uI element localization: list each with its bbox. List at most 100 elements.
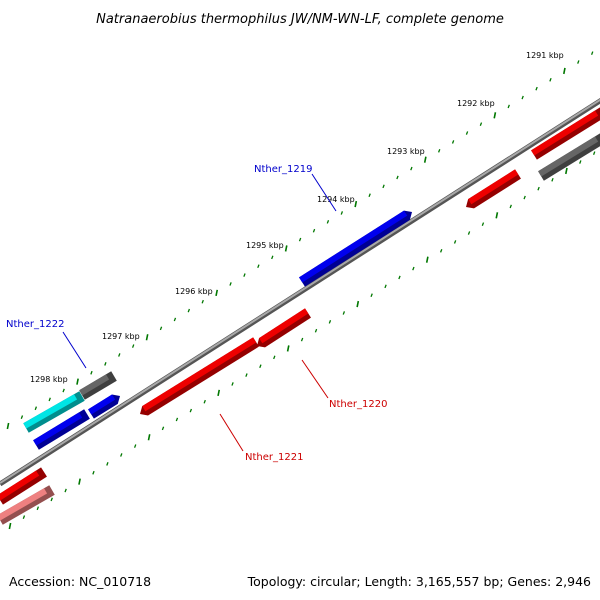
tick-mark <box>342 311 346 315</box>
tick-mark <box>326 220 330 224</box>
tick-mark <box>382 184 385 189</box>
tick-mark <box>203 399 206 404</box>
tick-mark <box>425 256 429 263</box>
gene-face <box>0 470 40 501</box>
tick-mark <box>90 370 93 375</box>
tick-mark <box>370 293 373 298</box>
gene-face <box>142 337 257 412</box>
tick-mark <box>20 415 24 419</box>
inner-tick-row <box>8 151 596 530</box>
tick-mark <box>22 515 26 519</box>
gene-face <box>88 394 116 415</box>
tick-mark <box>340 211 344 215</box>
gene-face <box>79 374 110 396</box>
tick-mark <box>284 245 288 252</box>
tick-mark <box>479 122 483 127</box>
tick-label: 1297 kbp <box>102 332 140 341</box>
tick-mark <box>328 320 332 324</box>
tick-mark <box>201 299 204 304</box>
gene-feature-blue-small <box>88 394 120 419</box>
tick-labels: 1291 kbp 1292 kbp 1293 kbp 1294 kbp 1295… <box>30 51 564 384</box>
tick-mark <box>384 284 387 289</box>
tick-mark <box>159 326 163 331</box>
tick-mark <box>147 434 151 441</box>
tick-label: 1291 kbp <box>526 51 564 60</box>
tick-mark <box>396 175 399 180</box>
gene-feature-pink-left <box>0 485 55 525</box>
gene-label-nther-1221[interactable]: Nther_1221 <box>245 452 303 463</box>
gene-label-nther-1222[interactable]: Nther_1222 <box>6 319 64 330</box>
tick-mark <box>562 67 566 75</box>
tick-mark <box>145 334 149 341</box>
gene-label-nther-1219[interactable]: Nther_1219 <box>254 164 312 175</box>
tick-mark <box>590 51 594 55</box>
tick-mark <box>537 186 540 191</box>
tick-mark <box>465 131 469 135</box>
tick-mark <box>189 408 193 413</box>
gene-face <box>23 394 78 429</box>
gene-1222-leader <box>62 331 87 369</box>
gene-feature-nther-1219 <box>299 210 413 287</box>
gene-face <box>0 488 48 521</box>
tick-mark <box>120 453 123 457</box>
tick-mark <box>314 328 318 333</box>
tick-mark <box>439 248 443 253</box>
gene-label-nther-1220[interactable]: Nther_1220 <box>329 399 387 410</box>
tick-mark <box>564 167 568 175</box>
tick-mark <box>437 148 441 153</box>
tick-mark <box>271 255 274 260</box>
tick-mark <box>356 300 360 308</box>
tick-mark <box>106 462 109 466</box>
tick-mark <box>521 95 524 100</box>
tick-mark <box>161 426 165 431</box>
tick-mark <box>217 389 221 397</box>
gene-face <box>538 136 599 177</box>
tick-mark <box>286 345 290 352</box>
tick-label: 1292 kbp <box>457 99 495 108</box>
accession-label: Accession: NC_010718 <box>9 574 152 589</box>
tick-mark <box>507 104 510 109</box>
tick-mark <box>173 317 177 322</box>
gene-face <box>299 210 408 283</box>
map-title: Natranaerobius thermophilus JW/NM-WN-LF,… <box>96 12 504 27</box>
tick-mark <box>579 160 582 164</box>
tick-mark <box>592 151 596 155</box>
tick-mark <box>34 406 38 411</box>
gene-feature-grey <box>79 371 117 400</box>
tick-mark <box>245 373 248 377</box>
gene-1221-leader <box>219 413 244 452</box>
tick-mark <box>118 353 121 357</box>
tick-mark <box>259 364 262 369</box>
gene-feature-nther-1220 <box>257 308 311 348</box>
gene-feature-nther-1221 <box>140 337 259 416</box>
gene-face <box>531 110 599 156</box>
tick-mark <box>92 470 95 475</box>
tick-mark <box>215 289 219 297</box>
gene-face <box>259 308 309 344</box>
tick-mark <box>481 222 485 227</box>
tick-mark <box>175 417 179 422</box>
outer-tick-row <box>6 51 594 430</box>
tick-mark <box>64 488 67 493</box>
tick-label: 1295 kbp <box>246 241 284 250</box>
tick-mark <box>273 355 276 360</box>
tick-mark <box>467 231 471 235</box>
tick-mark <box>368 193 371 198</box>
tick-mark <box>312 228 316 233</box>
gene-feature-cyan <box>23 391 85 433</box>
tick-mark <box>6 422 10 430</box>
tick-mark <box>187 308 191 313</box>
tick-mark <box>495 212 499 219</box>
gene-features <box>0 107 600 525</box>
tick-mark <box>78 478 81 485</box>
tick-mark <box>229 282 232 286</box>
gene-feature-red-left <box>0 467 47 505</box>
tick-mark <box>410 166 413 171</box>
tick-mark <box>300 337 304 342</box>
tick-mark <box>453 240 457 244</box>
gene-feature-grey-right <box>538 133 600 181</box>
genome-backbone-highlight <box>0 98 600 484</box>
gene-feature-red <box>531 107 600 160</box>
tick-mark <box>131 344 135 348</box>
